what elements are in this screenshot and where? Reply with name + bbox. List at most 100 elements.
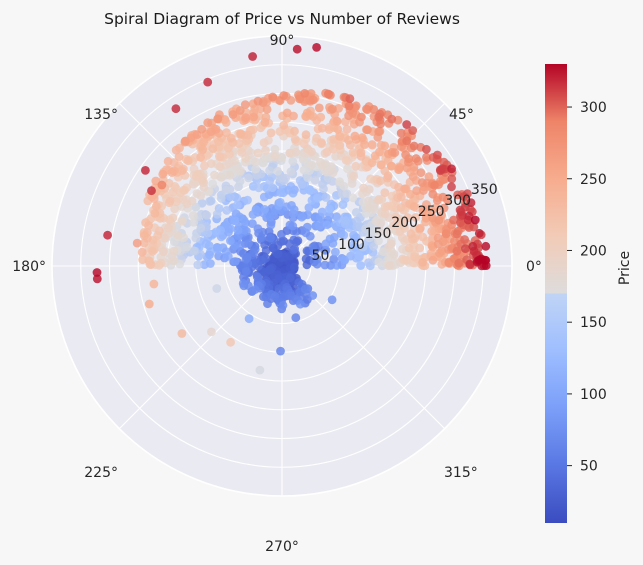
scatter-point (270, 152, 280, 162)
angle-tick-45: 45° (449, 107, 474, 123)
scatter-point (481, 241, 491, 251)
scatter-point (236, 166, 246, 176)
scatter-point (373, 195, 383, 205)
scatter-point (193, 260, 203, 270)
radial-tick-350: 350 (471, 182, 498, 198)
scatter-point (402, 136, 412, 146)
scatter-point (159, 247, 168, 256)
scatter-point (469, 222, 479, 232)
scatter-point (171, 104, 181, 114)
scatter-point (148, 246, 158, 256)
scatter-point (103, 230, 112, 240)
scatter-point (341, 155, 351, 165)
scatter-point (324, 89, 333, 99)
scatter-point (289, 235, 299, 245)
scatter-point (221, 185, 231, 195)
scatter-point (310, 175, 320, 185)
scatter-point (226, 337, 236, 347)
colorbar-label: Price (617, 251, 633, 285)
scatter-point (408, 172, 418, 182)
scatter-point (375, 227, 385, 236)
scatter-point (211, 227, 221, 237)
scatter-point (433, 150, 442, 160)
scatter-point (254, 183, 264, 193)
colorbar-tick-label: 50 (580, 459, 598, 475)
scatter-point (302, 222, 312, 232)
scatter-point (309, 248, 319, 257)
scatter-point (265, 176, 275, 186)
scatter-point (173, 230, 183, 240)
scatter-point (251, 205, 261, 215)
scatter-point (351, 161, 361, 171)
scatter-point (288, 221, 298, 231)
scatter-point (287, 201, 296, 210)
scatter-point (286, 167, 296, 177)
scatter-point (374, 127, 384, 137)
scatter-point (237, 147, 246, 157)
scatter-point (300, 284, 310, 294)
scatter-point (92, 268, 102, 277)
chart-title: Spiral Diagram of Price vs Number of Rev… (104, 10, 460, 28)
scatter-point (342, 189, 352, 198)
scatter-point (421, 213, 431, 223)
scatter-point (332, 116, 342, 126)
scatter-point (149, 194, 159, 204)
scatter-point (427, 226, 437, 236)
radial-tick-150: 150 (365, 226, 392, 242)
colorbar-tick-label: 150 (580, 315, 607, 331)
scatter-point (385, 261, 395, 270)
scatter-point (348, 193, 358, 203)
scatter-point (251, 164, 261, 174)
scatter-point (387, 114, 397, 124)
scatter-point (409, 202, 419, 211)
scatter-point (144, 299, 154, 309)
scatter-point (302, 108, 312, 118)
scatter-point (411, 213, 421, 222)
scatter-point (452, 229, 462, 239)
scatter-point (235, 106, 245, 115)
scatter-point (297, 180, 307, 189)
scatter-point (202, 211, 212, 220)
scatter-point (198, 145, 208, 154)
scatter-point (226, 192, 235, 202)
scatter-point (277, 229, 286, 239)
scatter-point (333, 124, 343, 134)
scatter-point (405, 189, 415, 199)
scatter-point (243, 195, 252, 205)
scatter-point (307, 160, 316, 170)
scatter-point (375, 147, 384, 157)
scatter-point (279, 120, 289, 130)
scatter-point (160, 233, 169, 243)
scatter-point (339, 230, 349, 240)
scatter-point (244, 239, 254, 248)
scatter-point (322, 167, 331, 177)
radial-tick-50: 50 (312, 248, 330, 264)
scatter-point (400, 223, 409, 233)
scatter-point (247, 287, 257, 296)
scatter-point (223, 252, 233, 261)
scatter-point (169, 246, 179, 256)
scatter-point (447, 182, 456, 192)
scatter-point (164, 223, 173, 233)
angle-tick-180: 180° (12, 259, 46, 275)
scatter-point (285, 148, 295, 158)
scatter-point (459, 192, 469, 201)
scatter-point (390, 148, 400, 158)
scatter-point (317, 161, 327, 171)
scatter-point (314, 103, 324, 113)
scatter-point (151, 201, 161, 211)
scatter-point (437, 246, 446, 256)
colorbar-tick-label: 200 (580, 243, 607, 259)
scatter-point (224, 224, 233, 234)
angle-tick-270: 270° (265, 539, 299, 555)
scatter-point (203, 77, 213, 87)
colorbar-ticks: 50 100 150 200 250 300 (567, 100, 607, 475)
scatter-point (328, 104, 337, 114)
scatter-point (212, 209, 222, 219)
scatter-point (474, 228, 484, 238)
scatter-point (428, 255, 438, 265)
scatter-point (400, 184, 409, 194)
scatter-point (266, 212, 275, 222)
scatter-point (380, 141, 390, 151)
scatter-point (169, 256, 179, 265)
